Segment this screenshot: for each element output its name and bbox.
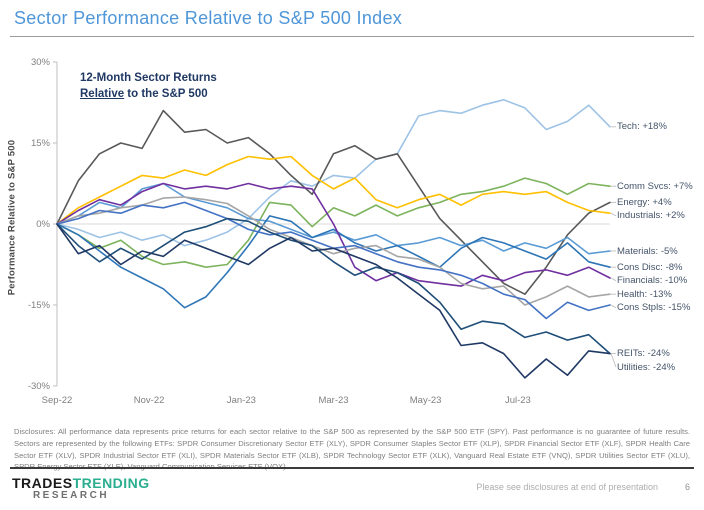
disclosures-text: Disclosures: All performance data repres… <box>14 427 690 472</box>
legend-leader-utilities <box>610 353 617 368</box>
chart-annotation: 12-Month Sector Returns Relative to the … <box>80 70 217 102</box>
x-tick-label: Mar-23 <box>318 395 348 406</box>
series-line-reits <box>56 217 611 355</box>
footer-note: Please see disclosures at end of present… <box>476 482 658 492</box>
series-line-financials <box>56 182 611 287</box>
series-line-utilities <box>56 223 611 379</box>
series-line-cons-stpls <box>56 201 611 320</box>
series-line-energy <box>56 109 611 295</box>
sector-performance-chart: 30% 15% 0% -15% -30% Sep-22 Nov-22 Jan-23 Mar-23… <box>0 50 704 415</box>
company-logo: TRADESTRENDING RESEARCH <box>12 476 150 501</box>
series-line-tech <box>56 98 611 247</box>
y-tick-label: -30% <box>28 381 51 392</box>
legend-leader-industrials <box>610 212 617 217</box>
annotation-line2: Relative to the S&P 500 <box>80 88 208 101</box>
annotation-line1: 12-Month Sector Returns <box>80 72 217 84</box>
chart-canvas: 30% 15% 0% -15% -30% Sep-22 Nov-22 Jan-23 Mar-23… <box>28 57 617 406</box>
series-line-cons-disc <box>56 215 611 309</box>
x-tick-label: Sep-22 <box>42 395 73 406</box>
y-axis-title: Performance Relative to S&P 500 <box>6 139 18 296</box>
y-tick-label: -15% <box>28 300 51 311</box>
series-line-industrials <box>56 155 611 225</box>
series-line-materials <box>56 182 611 255</box>
x-tick-label: Jul-23 <box>505 395 531 406</box>
series-line-comm-svcs <box>56 177 611 268</box>
legend-leader-cons-stpls <box>610 304 617 309</box>
x-tick-label: May-23 <box>410 395 442 406</box>
footer: TRADESTRENDING RESEARCH Please see discl… <box>0 470 704 510</box>
x-tick-label: Jan-23 <box>227 395 256 406</box>
y-tick-label: 0% <box>36 219 50 230</box>
logo-research: RESEARCH <box>32 490 110 501</box>
page-title: Sector Performance Relative to S&P 500 I… <box>14 8 403 28</box>
series-line-health <box>56 196 611 306</box>
logo-trades: TRADES <box>12 475 73 491</box>
legend-leader-financials <box>610 277 617 282</box>
title-divider <box>10 36 694 37</box>
footer-divider <box>10 467 694 469</box>
page-number: 6 <box>684 482 690 492</box>
logo-trending: TRENDING <box>72 475 150 491</box>
y-tick-label: 15% <box>31 138 51 149</box>
y-tick-label: 30% <box>31 57 51 68</box>
x-tick-label: Nov-22 <box>134 395 165 406</box>
